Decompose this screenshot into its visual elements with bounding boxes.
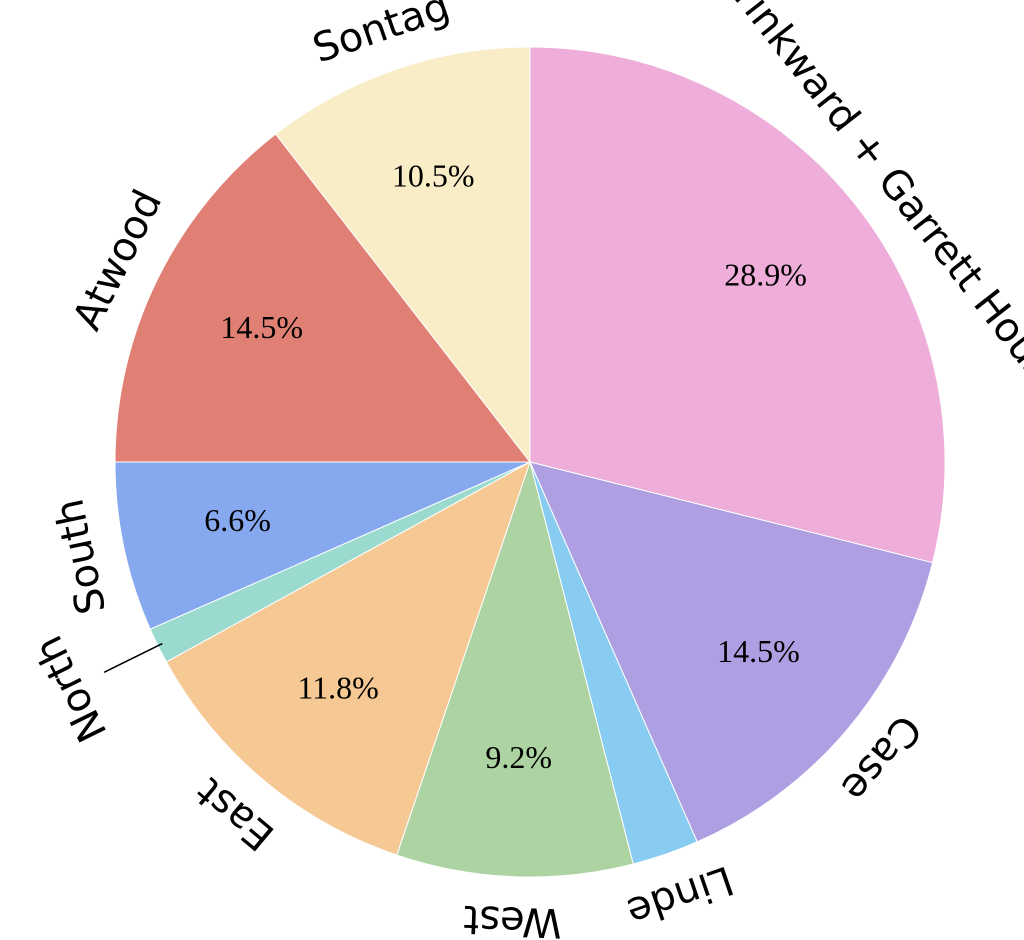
value-label: 14.5% (717, 633, 800, 669)
category-label: Linde (621, 856, 739, 935)
value-label: 28.9% (724, 256, 807, 292)
pie-slice (529, 46, 946, 564)
pie-slice (529, 461, 934, 843)
pie-slice (114, 133, 532, 463)
value-label: 14.5% (220, 309, 303, 345)
value-label: 6.6% (204, 502, 271, 538)
pie-slice (396, 460, 634, 878)
category-label: North (26, 628, 117, 749)
leader-line (103, 642, 163, 673)
value-label: 11.8% (297, 669, 378, 705)
pie-slice (114, 461, 531, 630)
category-label: South (46, 495, 115, 618)
pie-slice (274, 46, 531, 464)
value-label: 10.5% (392, 158, 475, 194)
category-label: West (463, 896, 563, 940)
value-label: 9.2% (485, 739, 552, 775)
pie-slice (165, 460, 531, 856)
